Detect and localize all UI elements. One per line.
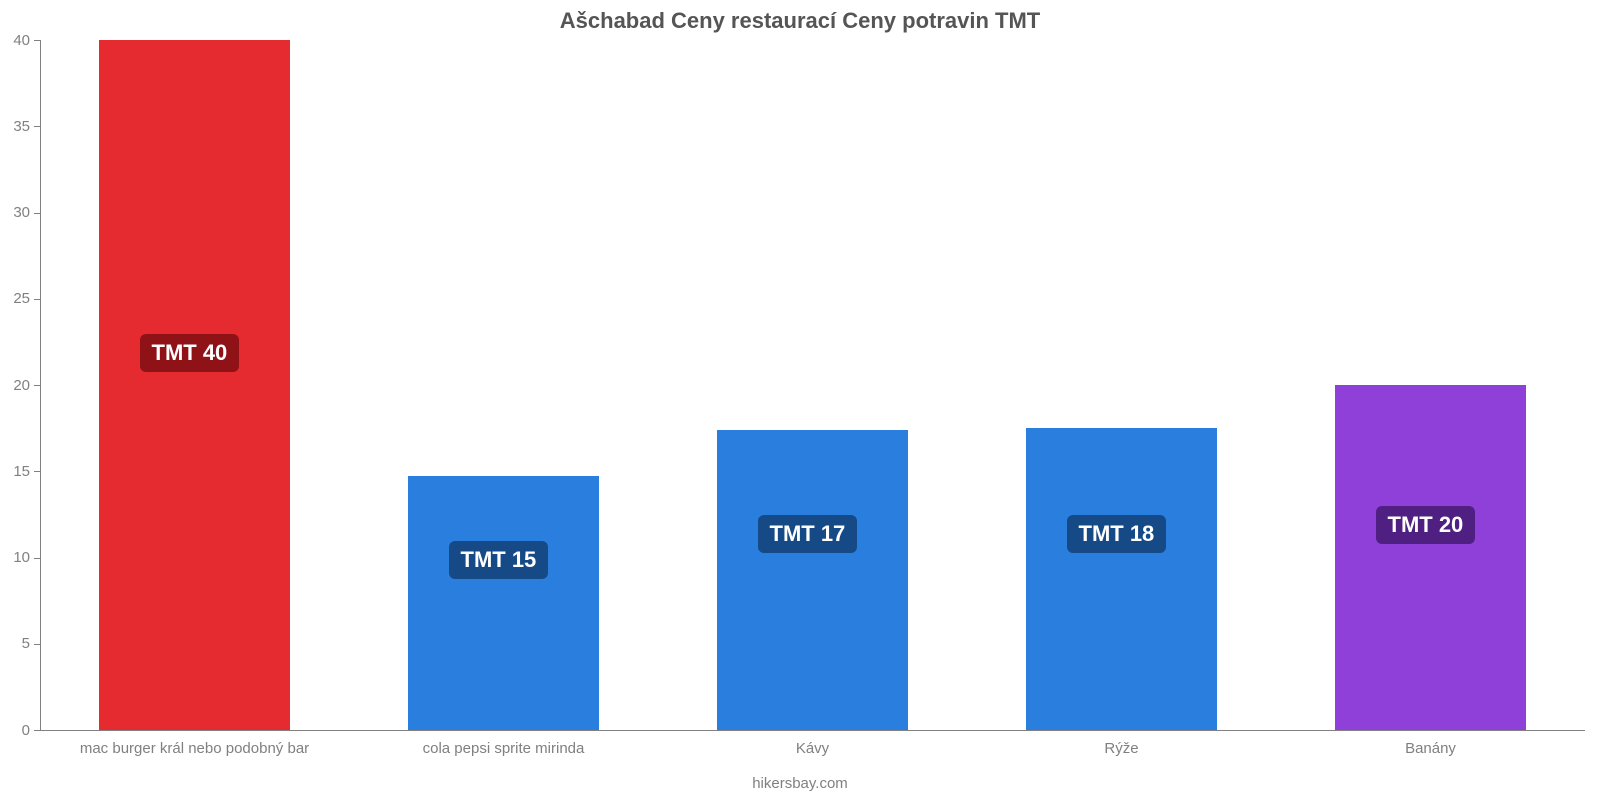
bar (408, 476, 600, 730)
y-tick-mark (34, 385, 40, 386)
chart-title: Ašchabad Ceny restaurací Ceny potravin T… (0, 0, 1600, 34)
x-category-label: Banány (1276, 740, 1585, 757)
bar (1335, 385, 1527, 730)
x-category-label: cola pepsi sprite mirinda (349, 740, 658, 757)
x-category-label: Rýže (967, 740, 1276, 757)
y-tick-label: 40 (0, 32, 30, 49)
y-tick-label: 0 (0, 722, 30, 739)
value-badge: TMT 20 (1376, 506, 1476, 544)
y-tick-label: 35 (0, 118, 30, 135)
value-badge: TMT 40 (140, 334, 240, 372)
bar (99, 40, 291, 730)
x-axis (40, 730, 1585, 731)
x-category-label: mac burger král nebo podobný bar (40, 740, 349, 757)
y-tick-mark (34, 730, 40, 731)
y-tick-label: 20 (0, 377, 30, 394)
value-badge: TMT 15 (449, 541, 549, 579)
y-tick-label: 15 (0, 463, 30, 480)
plot-area: 0510152025303540mac burger král nebo pod… (40, 40, 1585, 730)
y-tick-mark (34, 126, 40, 127)
y-tick-mark (34, 644, 40, 645)
y-tick-mark (34, 40, 40, 41)
price-bar-chart: Ašchabad Ceny restaurací Ceny potravin T… (0, 0, 1600, 800)
y-tick-label: 30 (0, 204, 30, 221)
value-badge: TMT 18 (1067, 515, 1167, 553)
chart-footer: hikersbay.com (0, 775, 1600, 792)
y-tick-mark (34, 558, 40, 559)
value-badge: TMT 17 (758, 515, 858, 553)
x-category-label: Kávy (658, 740, 967, 757)
y-tick-mark (34, 471, 40, 472)
y-tick-mark (34, 299, 40, 300)
y-tick-label: 25 (0, 290, 30, 307)
y-tick-label: 10 (0, 549, 30, 566)
y-tick-label: 5 (0, 635, 30, 652)
y-axis (40, 40, 41, 730)
bar (1026, 428, 1218, 730)
bar (717, 430, 909, 730)
y-tick-mark (34, 213, 40, 214)
